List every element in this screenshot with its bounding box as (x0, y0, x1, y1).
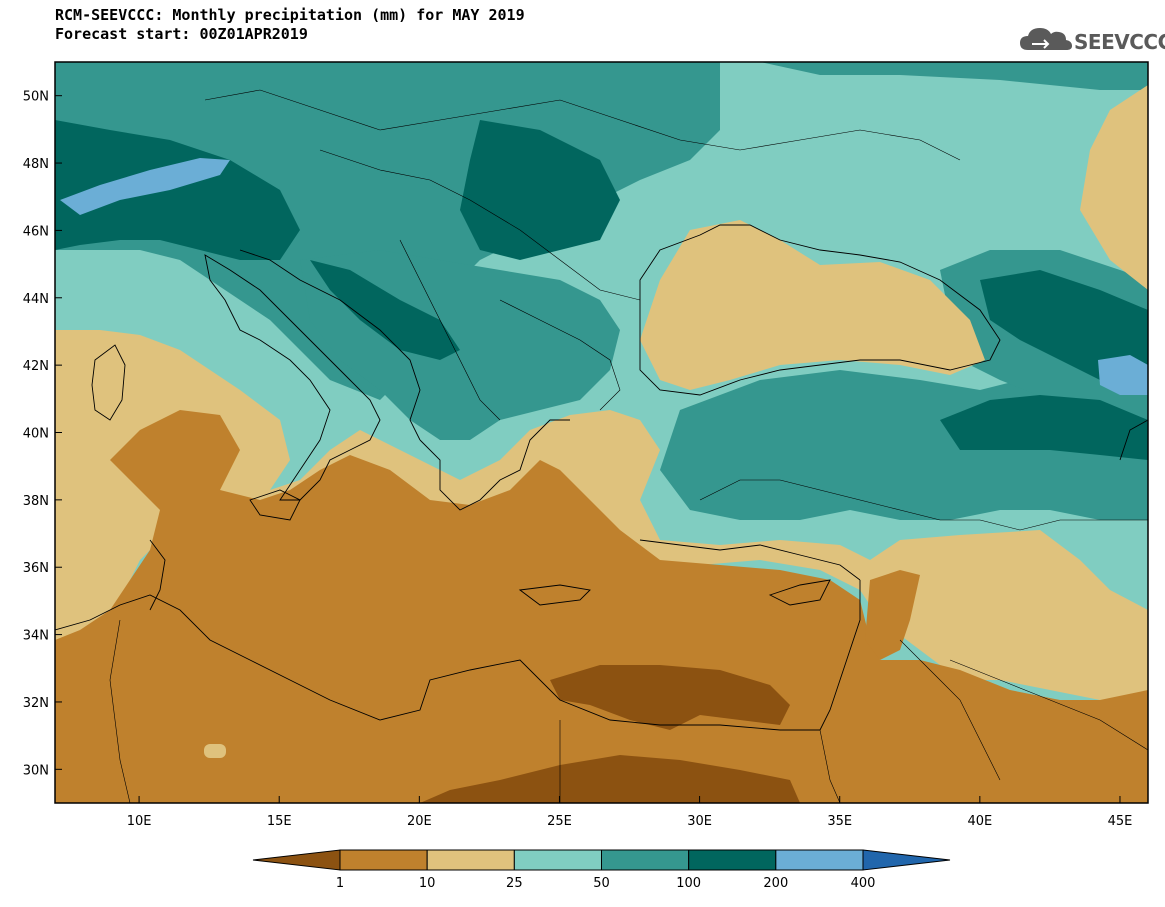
field-below-1-egypt (420, 755, 800, 803)
coast-black-sea (639, 224, 1001, 396)
lon-tick-label: 40E (967, 814, 992, 829)
lon-tick-label: 45E (1108, 814, 1133, 829)
field-below-1-libya (550, 665, 790, 730)
colorbar-under-triangle (252, 849, 341, 871)
colorbar-level-label: 400 (851, 876, 876, 891)
coast-levant (819, 580, 861, 731)
lon-tick-label: 25E (547, 814, 572, 829)
coast-turkey-south (639, 539, 861, 581)
field-100-200-alps (55, 120, 300, 260)
coast-caspian (1119, 419, 1148, 461)
map-title: RCM-SEEVCCC: Monthly precipitation (mm) … (55, 6, 525, 24)
field-10-25-black-sea (640, 220, 985, 390)
colorbar-swatch (513, 849, 602, 871)
colorbar: 1 10 25 50 100 200 400 (252, 849, 951, 891)
cloud-icon (1020, 28, 1072, 50)
lat-tick-label: 46N (23, 224, 49, 239)
colorbar-over-triangle (862, 849, 951, 871)
lon-tick-label: 35E (827, 814, 852, 829)
lat-tick-label: 44N (23, 292, 49, 307)
colorbar-swatch (688, 849, 777, 871)
coast-greece (419, 419, 570, 511)
field-10-25-east (1080, 85, 1148, 290)
lat-axis: 30N 32N 34N 36N 38N 40N 42N 44N 46N 48N 50N (23, 90, 62, 778)
coast-crete (518, 584, 591, 606)
colorbar-level-label: 100 (676, 876, 701, 891)
colorbar-swatch (339, 849, 428, 871)
map-subtitle: Forecast start: 00Z01APR2019 (55, 25, 308, 43)
coast-tunisia (149, 539, 166, 611)
colorbar-swatch (601, 849, 690, 871)
coast-africa (55, 594, 820, 731)
field-1-10-south (55, 410, 1148, 803)
coastlines (55, 224, 1148, 731)
field-100-200-caucasus (980, 270, 1148, 380)
coast-adriatic (239, 249, 421, 441)
field-1-10-levant (865, 570, 920, 660)
coast-italy (204, 254, 381, 501)
colorbar-swatch (775, 849, 864, 871)
colorbar-swatch (426, 849, 515, 871)
field-50-100-north (760, 62, 1148, 90)
lat-tick-label: 38N (23, 494, 49, 509)
lat-tick-label: 30N (23, 763, 49, 778)
field-100-200-pontic (940, 395, 1148, 460)
colorbar-level-label: 10 (419, 876, 436, 891)
coast-sardinia (91, 344, 126, 421)
field-10-25-patch (204, 744, 226, 758)
seevccc-logo: SEEVCCC (1018, 22, 1165, 56)
field-100-200-dinarides (310, 260, 460, 360)
colorbar-level-label: 25 (506, 876, 523, 891)
colorbar-level-label: 1 (336, 876, 344, 891)
coast-sicily (249, 489, 301, 521)
precipitation-field (55, 62, 1148, 803)
colorbar-level-label: 50 (593, 876, 610, 891)
lon-tick-label: 30E (687, 814, 712, 829)
lat-tick-label: 32N (23, 696, 49, 711)
field-200-400-caucasus (1098, 355, 1148, 395)
lon-tick-label: 15E (267, 814, 292, 829)
colorbar-level-label: 200 (763, 876, 788, 891)
lat-tick-label: 36N (23, 561, 49, 576)
lat-tick-label: 34N (23, 629, 49, 644)
lat-tick-label: 50N (23, 90, 49, 105)
borders (109, 89, 1148, 803)
title-block: RCM-SEEVCCC: Monthly precipitation (mm) … (55, 6, 525, 44)
lat-tick-label: 40N (23, 427, 49, 442)
lon-axis: 10E 15E 20E 25E 30E 35E 40E 45E (127, 796, 1133, 829)
lat-tick-label: 48N (23, 157, 49, 172)
lat-tick-label: 42N (23, 359, 49, 374)
lon-tick-label: 20E (407, 814, 432, 829)
logo-text: SEEVCCC (1074, 30, 1165, 54)
field-200-400-alps (60, 158, 230, 215)
coast-cyprus (768, 579, 831, 606)
lon-tick-label: 10E (127, 814, 152, 829)
field-100-200-carpathians (460, 120, 620, 260)
